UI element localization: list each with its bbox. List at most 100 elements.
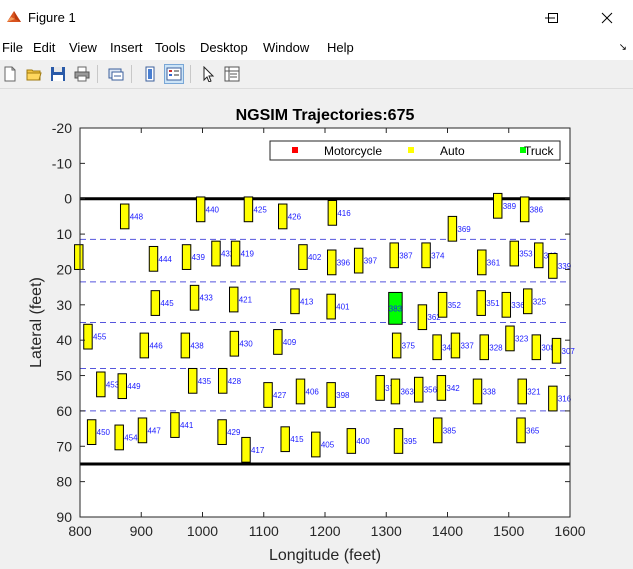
vehicle-337 <box>450 332 461 359</box>
y-tick-label: -10 <box>52 155 72 171</box>
vehicle-label: 454 <box>124 433 138 442</box>
vehicle-421 <box>229 286 239 313</box>
vehicle-356 <box>413 376 424 403</box>
vehicle-353 <box>509 240 519 267</box>
vehicle-label: 445 <box>160 299 174 308</box>
vehicle-383 <box>388 291 403 325</box>
vehicle-439 <box>181 244 192 270</box>
x-tick-label: 1400 <box>432 523 463 539</box>
maximize-icon <box>548 13 558 23</box>
vehicle-445 <box>150 290 161 316</box>
open-icon <box>26 69 42 81</box>
vehicle-label: 449 <box>127 382 141 391</box>
vehicle-432 <box>211 240 221 267</box>
vehicle-405 <box>311 431 321 458</box>
legend-icon <box>166 67 182 81</box>
vehicle-label: 426 <box>288 212 302 221</box>
property-inspector-button[interactable] <box>222 64 242 84</box>
save-icon <box>51 67 65 81</box>
property-inspector-icon <box>224 66 240 82</box>
colorbar-button[interactable] <box>140 64 160 84</box>
vehicle-label: 398 <box>336 391 350 400</box>
menu-file[interactable]: File <box>2 40 23 55</box>
x-axis-label: Longitude (feet) <box>269 547 381 564</box>
vehicle-label: 441 <box>180 421 194 430</box>
vehicle-label: 338 <box>483 387 497 396</box>
trajectory-plot[interactable]: 448 440 425 426 416 389 386 369 444 439 432 419 402 3… <box>0 89 633 569</box>
menu-view[interactable]: View <box>69 40 97 55</box>
vehicle-363 <box>390 378 401 405</box>
vehicle-label: 389 <box>503 202 517 211</box>
y-axis-label: Lateral (feet) <box>28 277 45 368</box>
menu-window[interactable]: Window <box>263 40 310 55</box>
vehicle-label: 413 <box>300 297 314 306</box>
legend-button[interactable] <box>164 64 184 84</box>
vehicle-361 <box>477 249 487 276</box>
legend-box <box>269 140 561 161</box>
link-plot-button[interactable] <box>106 64 126 84</box>
x-tick-label: 1500 <box>493 523 524 539</box>
maximize-button-wrap[interactable] <box>530 0 576 36</box>
vehicle-425 <box>243 196 254 223</box>
vehicle-label: 369 <box>457 225 471 234</box>
vehicle-label: 444 <box>159 255 173 264</box>
vehicle-427 <box>263 382 273 408</box>
new-figure-icon <box>4 66 16 82</box>
vehicle-label: 316 <box>558 395 572 404</box>
save-button[interactable] <box>48 64 68 84</box>
vehicle-342 <box>436 375 447 401</box>
menu-edit[interactable]: Edit <box>33 40 56 55</box>
toolbar-separator <box>97 65 98 83</box>
x-tick-label: 900 <box>130 523 154 539</box>
menu-desktop[interactable]: Desktop <box>200 40 248 55</box>
minimize-icon <box>545 17 555 19</box>
open-button[interactable] <box>24 64 44 84</box>
new-figure-button[interactable] <box>0 64 20 84</box>
vehicle-label: 395 <box>404 437 418 446</box>
vehicle-308 <box>531 334 542 361</box>
y-tick-label: 70 <box>56 438 72 454</box>
vehicle-398 <box>326 382 336 408</box>
y-tick-label: 0 <box>64 191 72 207</box>
vehicle-386 <box>519 196 530 223</box>
menu-insert[interactable]: Insert <box>110 40 143 55</box>
vehicle-label: 439 <box>192 253 206 262</box>
vehicle-426 <box>278 203 288 230</box>
toolbar <box>0 60 633 89</box>
vehicle-label: 342 <box>446 384 460 393</box>
vehicle-label: 427 <box>273 391 287 400</box>
menu-help[interactable]: Help <box>327 40 354 55</box>
vehicle-396 <box>327 249 337 276</box>
vehicle-416 <box>327 199 338 226</box>
vehicle-316 <box>548 385 558 412</box>
vehicle-label: 323 <box>515 334 529 343</box>
vehicle-375 <box>391 332 402 359</box>
vehicle-341 <box>432 334 442 361</box>
toolbar-separator <box>190 65 191 83</box>
vehicle-label: 385 <box>443 426 457 435</box>
x-tick-label: 1000 <box>187 523 218 539</box>
title-bar: Figure 1 <box>0 0 633 36</box>
vehicle-label: 455 <box>93 333 107 342</box>
y-tick-label: 10 <box>56 226 72 242</box>
vehicle-449 <box>117 373 127 400</box>
vehicle-label: 321 <box>527 387 541 396</box>
vehicle-351 <box>476 290 486 316</box>
vehicle-430 <box>229 330 240 357</box>
vehicle-435 <box>187 367 198 394</box>
vehicle-402 <box>298 244 308 270</box>
close-button[interactable] <box>584 0 630 36</box>
print-button[interactable] <box>72 64 92 84</box>
y-tick-label: 60 <box>56 403 72 419</box>
vehicle-label: 446 <box>149 341 163 350</box>
menu-tools[interactable]: Tools <box>155 40 186 55</box>
minimize-button[interactable] <box>527 0 573 36</box>
vehicle-450 <box>86 419 97 446</box>
vehicle-369 <box>447 215 458 242</box>
vehicle-446 <box>139 332 150 359</box>
menu-dock-arrow-icon[interactable]: ↘ <box>618 42 627 53</box>
edit-plot-icon <box>203 66 215 82</box>
chart-title: NGSIM Trajectories:675 <box>236 107 415 124</box>
vehicle-label: 448 <box>130 212 144 221</box>
edit-plot-button[interactable] <box>198 64 218 84</box>
